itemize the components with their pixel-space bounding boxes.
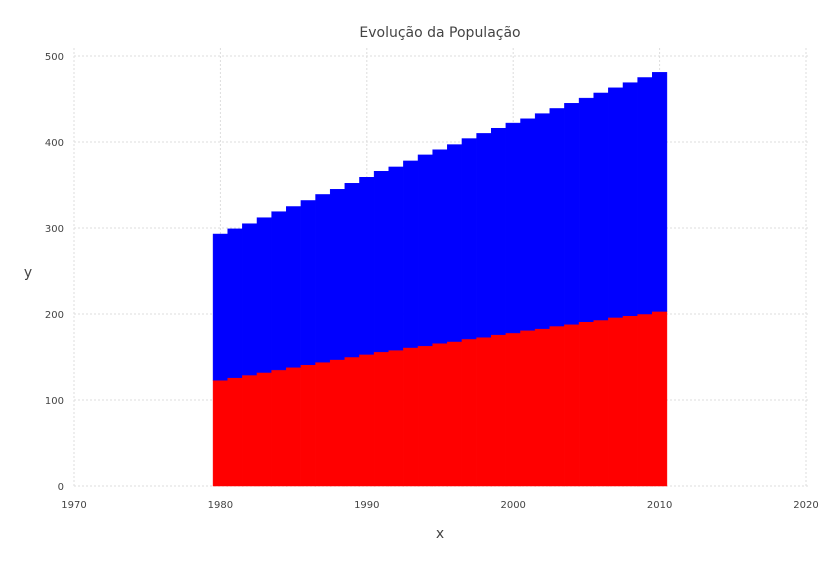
bar-series-1 (637, 313, 653, 487)
bar-series-2 (271, 211, 287, 371)
bar-series-1 (432, 342, 448, 487)
bar-series-2 (373, 170, 390, 353)
bar-series-2 (315, 194, 331, 363)
bar-series-2 (227, 228, 243, 378)
bar-series-2 (417, 154, 433, 347)
y-tick-label: 200 (45, 310, 64, 321)
bar-series-1 (461, 338, 477, 487)
bar-series-1 (227, 377, 243, 487)
bar-series-1 (652, 311, 668, 487)
bar-series-2 (476, 133, 492, 338)
bar-series-2 (505, 122, 521, 334)
bar-series-2 (608, 87, 624, 318)
bar-series-2 (534, 113, 551, 329)
bar-series-1 (447, 341, 463, 487)
bar-series-1 (212, 379, 228, 487)
bar-series-2 (637, 77, 653, 315)
bar-series-1 (564, 324, 580, 487)
bar-series-2 (286, 206, 302, 368)
bar-series-1 (593, 319, 609, 487)
bar-series-2 (432, 149, 448, 344)
y-tick-label: 300 (45, 224, 64, 235)
bar-series-2 (212, 233, 228, 381)
y-axis-label: y (24, 265, 32, 281)
bar-series-1 (300, 364, 316, 487)
bar-series-2 (388, 166, 404, 351)
bar-series-2 (403, 160, 419, 348)
bar-series-2 (520, 118, 536, 331)
bar-series-2 (593, 92, 609, 321)
y-tick-label: 400 (45, 138, 64, 149)
bar-series-1 (256, 372, 272, 487)
bar-series-1 (505, 332, 521, 487)
y-tick-label: 500 (45, 52, 64, 63)
y-tick-label: 0 (58, 482, 64, 493)
x-tick-label: 1980 (208, 500, 233, 511)
bar-series-2 (461, 138, 477, 340)
bar-series-2 (359, 177, 375, 355)
bar-series-1 (578, 321, 594, 487)
bar-series-1 (242, 374, 258, 487)
x-axis-label: x (436, 526, 444, 542)
bar-series-2 (242, 223, 258, 376)
bar-series-2 (578, 97, 594, 322)
bar-series-2 (622, 82, 638, 316)
bar-series-1 (490, 334, 507, 487)
bar-series-1 (520, 330, 536, 487)
bar-series-2 (300, 200, 316, 365)
x-tick-label: 1970 (61, 500, 86, 511)
bar-series-1 (359, 354, 375, 487)
y-tick-label: 100 (45, 396, 64, 407)
bar-series-1 (271, 369, 287, 487)
bar-series-1 (417, 345, 433, 487)
tick-labels: 1970 1980 1990 2000 2010 2020 0 100 200 300 400 500 (45, 52, 819, 511)
bar-series-1 (315, 361, 331, 487)
bar-series-2 (564, 103, 580, 325)
bar-series-1 (403, 347, 419, 487)
bar-series-1 (608, 317, 624, 487)
bar-series-1 (329, 359, 346, 487)
x-tick-label: 2020 (793, 500, 818, 511)
bar-series-1 (622, 315, 638, 487)
bar-series-1 (344, 356, 360, 487)
x-tick-label: 2010 (647, 500, 672, 511)
bar-series-2 (652, 72, 668, 312)
bar-series-2 (329, 189, 346, 360)
bars (212, 72, 668, 487)
bar-series-1 (534, 328, 551, 487)
bar-series-2 (490, 127, 507, 335)
bar-series-1 (476, 336, 492, 487)
bar-series-2 (344, 183, 360, 358)
bar-series-1 (286, 367, 302, 487)
bar-series-1 (388, 349, 404, 487)
bar-series-2 (447, 144, 463, 342)
bar-series-1 (373, 351, 390, 487)
chart-title: Evolução da População (359, 25, 520, 41)
x-tick-label: 2000 (500, 500, 525, 511)
bar-series-2 (256, 217, 272, 373)
bar-series-2 (549, 108, 565, 327)
x-tick-label: 1990 (354, 500, 379, 511)
bar-series-1 (549, 325, 565, 487)
